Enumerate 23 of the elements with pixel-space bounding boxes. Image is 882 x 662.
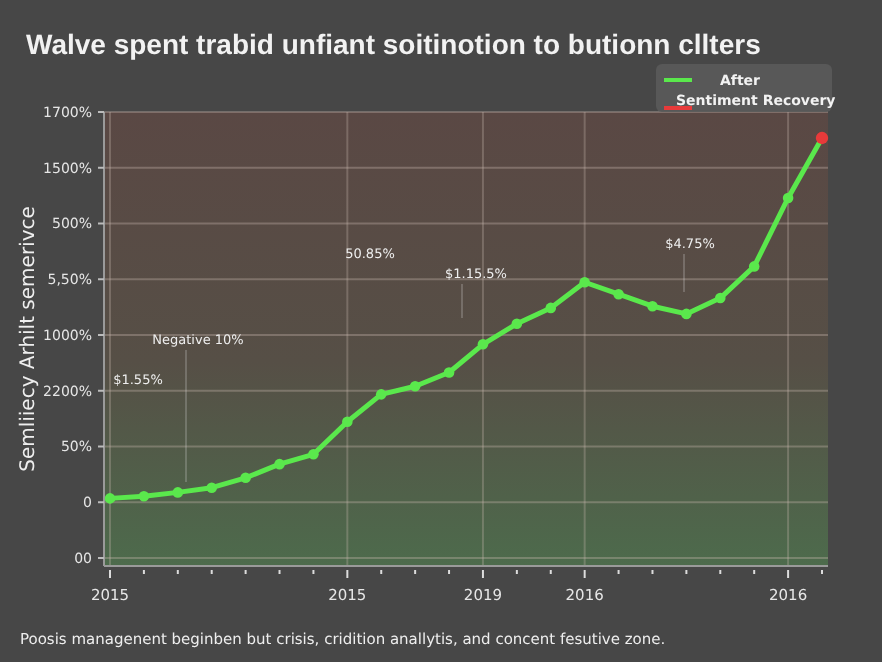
point xyxy=(511,318,523,330)
point xyxy=(782,192,794,204)
point xyxy=(274,458,285,470)
point xyxy=(138,490,150,502)
point xyxy=(714,292,726,304)
point xyxy=(647,300,658,312)
point xyxy=(375,389,387,400)
point xyxy=(240,472,251,484)
point xyxy=(308,449,319,460)
point xyxy=(477,339,489,350)
point xyxy=(104,493,116,504)
point xyxy=(748,261,760,272)
point xyxy=(443,367,455,378)
point xyxy=(613,288,624,300)
point xyxy=(206,482,218,493)
point xyxy=(172,487,184,498)
point xyxy=(579,276,590,288)
point xyxy=(342,416,353,428)
point xyxy=(681,308,692,320)
chart-title: Walve spent trabid unfiant soitinotion to butionn cllters xyxy=(26,28,762,60)
point xyxy=(545,302,557,314)
point xyxy=(409,380,421,392)
y-axis-title: Semliiecy Arhilt semerivce xyxy=(18,206,40,472)
